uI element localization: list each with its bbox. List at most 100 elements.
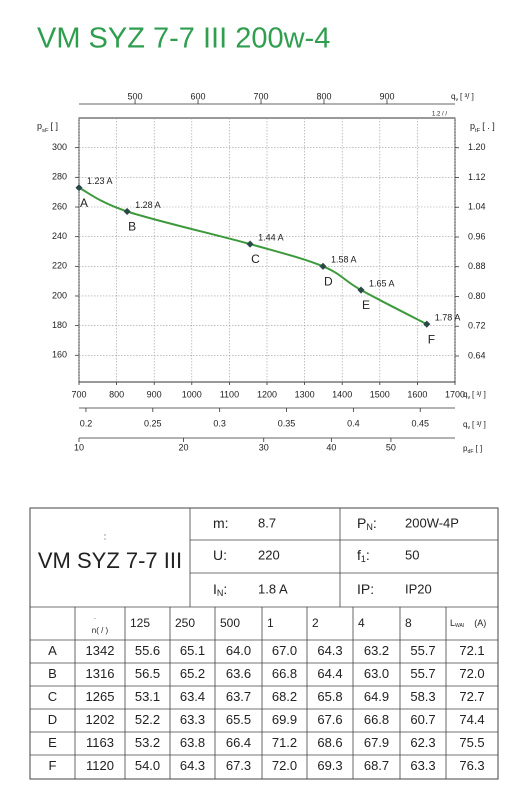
spec-suffix: :	[373, 515, 377, 531]
spec-value: 220	[258, 547, 280, 562]
point-label: 1.44 A	[258, 232, 284, 242]
axis-label: qv[ ³/ ]	[463, 390, 486, 401]
table-cell: 1202	[86, 712, 115, 727]
label-symbol: p	[463, 444, 468, 453]
point-marker	[123, 207, 131, 215]
spec-symbol: U:	[213, 547, 227, 563]
label-symbol: p	[37, 121, 42, 131]
spec-subscript: N	[366, 522, 373, 532]
spec-symbol: I	[213, 581, 217, 597]
table-cell: 63.4	[180, 689, 205, 704]
band-header: 1	[267, 616, 274, 630]
table-cell: 72.0	[459, 666, 484, 681]
model-caption: :	[104, 531, 107, 541]
label-unit: [ ³/ ]	[460, 92, 474, 101]
table-cell: 65.1	[180, 643, 205, 658]
x-tick-label: 1000	[182, 389, 202, 399]
y2-tick-label: 0.96	[468, 231, 486, 241]
point-name: B	[128, 220, 136, 234]
lwa-symbol: L	[450, 618, 455, 628]
table-cell: 66.4	[226, 735, 251, 750]
label-symbol: p	[470, 121, 475, 131]
table-cell: 63.8	[180, 735, 205, 750]
x-tick-label: 1700	[445, 389, 465, 399]
band-header: 250	[175, 616, 195, 630]
table-cell: 63.3	[180, 712, 205, 727]
table-cell: 65.2	[180, 666, 205, 681]
point-label: 1.28 A	[135, 200, 161, 210]
table-cell: 67.0	[272, 643, 297, 658]
x-tick-label: 1500	[370, 389, 390, 399]
secondary-tick-label: 800	[316, 91, 331, 101]
y-tick-label: 180	[52, 320, 67, 330]
table-cell: 75.5	[459, 735, 484, 750]
secondary-tick-label: 0.35	[278, 418, 296, 428]
spec-label: IP:	[357, 581, 374, 597]
label-unit: [ ³/ ]	[472, 390, 486, 399]
table-cell: 67.6	[317, 712, 342, 727]
table-cell: 63.7	[226, 689, 251, 704]
spec-symbol: IP:	[357, 581, 374, 597]
table-cell: 60.7	[410, 712, 435, 727]
spec-value: 8.7	[258, 515, 276, 530]
point-marker	[319, 262, 327, 270]
point-name: A	[80, 196, 88, 210]
y2-tick-label: 0.80	[468, 291, 486, 301]
table-cell: 74.4	[459, 712, 484, 727]
row-label: C	[48, 689, 57, 704]
axis-label: qv[ ³/ ]	[463, 420, 486, 431]
point-marker	[246, 240, 254, 248]
table-cell: 66.8	[364, 712, 389, 727]
label-symbol: q	[451, 92, 455, 101]
spec-label: U:	[213, 547, 227, 563]
table-cell: 68.7	[364, 758, 389, 773]
spec-subscript: N	[217, 588, 224, 598]
secondary-tick-label: 40	[326, 442, 336, 452]
spec-label: m:	[213, 515, 229, 531]
x-tick-label: 800	[109, 389, 124, 399]
label-symbol: q	[463, 420, 467, 429]
x-tick-label: 1400	[332, 389, 352, 399]
table-cell: 64.3	[180, 758, 205, 773]
secondary-tick-label: 30	[259, 442, 269, 452]
table-cell: 65.8	[317, 689, 342, 704]
label-subscript: tF	[475, 128, 481, 134]
row-label: B	[48, 666, 57, 681]
table-cell: 55.7	[410, 643, 435, 658]
table-cell: 72.7	[459, 689, 484, 704]
y2-tick-label: 0.72	[468, 321, 486, 331]
table-cell: 1265	[86, 689, 115, 704]
spec-value: IP20	[405, 581, 432, 596]
y2-tick-label: 1.20	[468, 142, 486, 152]
point-label: 1.65 A	[369, 278, 395, 288]
lwa-subscript: WAI	[455, 623, 464, 629]
secondary-tick-label: 20	[179, 442, 189, 452]
model-name: VM SYZ 7-7 III	[38, 548, 182, 573]
axis-label: pdF[ ]	[463, 444, 482, 455]
y-tick-label: 280	[52, 172, 67, 182]
axis-label: ptF[ . ]	[470, 121, 495, 133]
table-cell: 53.2	[135, 735, 160, 750]
table-cell: 69.3	[317, 758, 342, 773]
band-header: 500	[220, 616, 240, 630]
table-cell: 54.0	[135, 758, 160, 773]
label-subscript: dF	[467, 449, 473, 455]
x-tick-label: 1300	[295, 389, 315, 399]
y2-tick-label: 1.04	[468, 202, 486, 212]
secondary-tick-label: 10	[74, 442, 84, 452]
table-cell: 66.8	[272, 666, 297, 681]
table-cell: 63.0	[364, 666, 389, 681]
rpm-header: n( / )	[92, 626, 109, 635]
table-cell: 64.3	[317, 643, 342, 658]
table-cell: 65.5	[226, 712, 251, 727]
table-cell: 52.2	[135, 712, 160, 727]
page-title: VM SYZ 7-7 III 200w-4	[37, 23, 330, 55]
table-cell: 64.9	[364, 689, 389, 704]
table-cell: 67.3	[226, 758, 251, 773]
point-marker	[75, 184, 83, 192]
y2-tick-label: 0.64	[468, 350, 486, 360]
table-cell: 69.9	[272, 712, 297, 727]
spec-value: 50	[405, 547, 419, 562]
spec-symbol: f	[357, 547, 361, 563]
label-subscript: v	[455, 97, 458, 103]
